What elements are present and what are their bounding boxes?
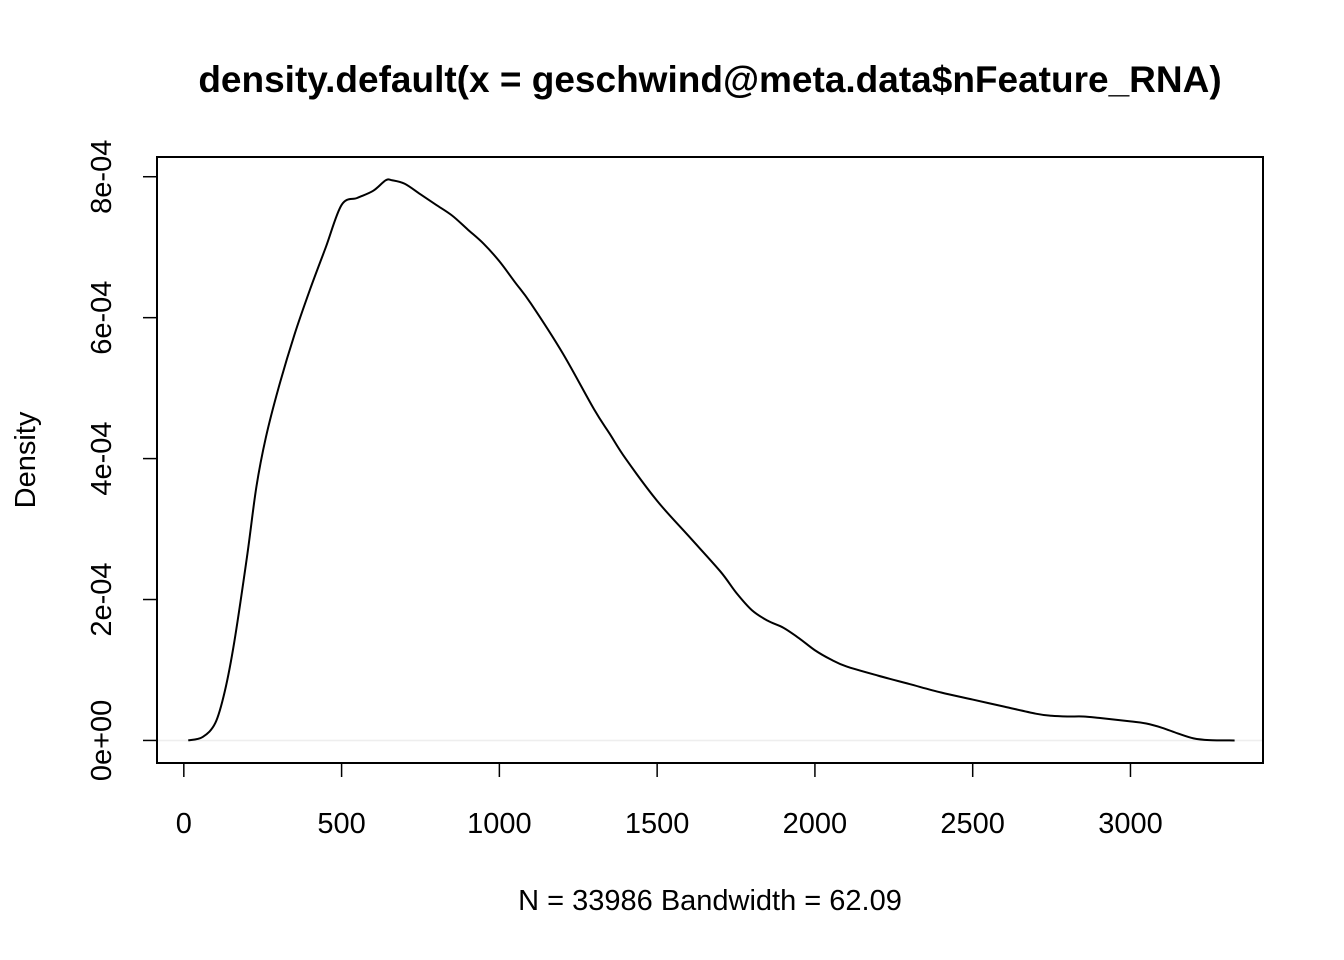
y-axis-label: Density: [10, 411, 42, 508]
x-tick-label: 1000: [467, 808, 532, 840]
y-tick-label: 8e-04: [86, 140, 118, 214]
x-tick-label: 2500: [940, 808, 1005, 840]
x-tick-label: 3000: [1098, 808, 1163, 840]
x-tick-label: 1500: [625, 808, 690, 840]
x-axis: 0 500 1000 1500 2000 2500 3000: [176, 762, 1163, 840]
y-tick-label: 6e-04: [86, 281, 118, 355]
y-tick-label: 2e-04: [86, 562, 118, 636]
x-tick-label: 0: [176, 808, 192, 840]
chart-title: density.default(x = geschwind@meta.data$…: [198, 59, 1221, 100]
y-tick-label: 0e+00: [86, 700, 118, 781]
density-curve: [188, 178, 1235, 742]
series-layer: [158, 178, 1262, 742]
x-tick-label: 500: [317, 808, 365, 840]
y-axis: 0e+00 2e-04 4e-04 6e-04 8e-04: [86, 140, 158, 781]
plot-frame: [156, 156, 1264, 764]
y-tick-label: 4e-04: [86, 422, 118, 496]
x-axis-label: N = 33986 Bandwidth = 62.09: [518, 885, 902, 917]
x-tick-label: 2000: [783, 808, 848, 840]
